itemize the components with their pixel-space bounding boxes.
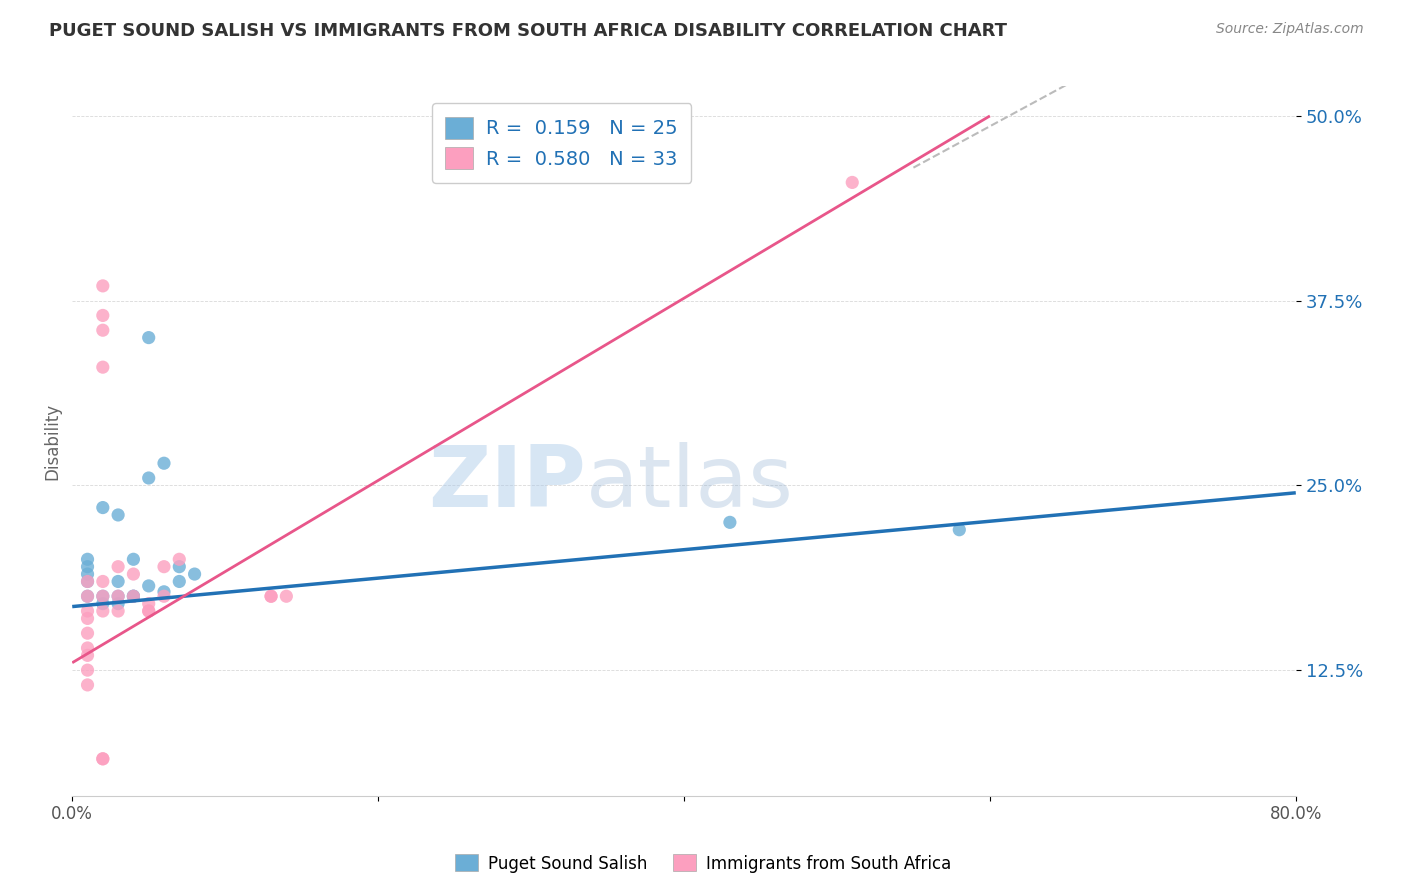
- Point: [76, 559, 98, 574]
- Point: [76, 648, 98, 663]
- Point: [153, 589, 176, 603]
- Point: [183, 567, 205, 582]
- Point: [107, 589, 129, 603]
- Point: [122, 589, 145, 603]
- Point: [76, 611, 98, 625]
- Point: [107, 559, 129, 574]
- Point: [107, 508, 129, 522]
- Point: [91, 752, 114, 766]
- Text: Source: ZipAtlas.com: Source: ZipAtlas.com: [1216, 22, 1364, 37]
- Point: [153, 584, 176, 599]
- Point: [76, 574, 98, 589]
- Point: [107, 574, 129, 589]
- Point: [76, 567, 98, 582]
- Point: [91, 360, 114, 375]
- Point: [169, 559, 191, 574]
- Point: [76, 574, 98, 589]
- Point: [122, 589, 145, 603]
- Point: [122, 589, 145, 603]
- Point: [169, 552, 191, 566]
- Point: [138, 604, 160, 618]
- Legend: R =  0.159   N = 25, R =  0.580   N = 33: R = 0.159 N = 25, R = 0.580 N = 33: [432, 103, 692, 183]
- Point: [76, 589, 98, 603]
- Point: [138, 471, 160, 485]
- Point: [76, 663, 98, 677]
- Point: [138, 604, 160, 618]
- Text: PUGET SOUND SALISH VS IMMIGRANTS FROM SOUTH AFRICA DISABILITY CORRELATION CHART: PUGET SOUND SALISH VS IMMIGRANTS FROM SO…: [49, 22, 1007, 40]
- Point: [107, 604, 129, 618]
- Point: [107, 589, 129, 603]
- Point: [260, 589, 283, 603]
- Point: [91, 278, 114, 293]
- Point: [138, 597, 160, 611]
- Point: [91, 323, 114, 337]
- Point: [122, 552, 145, 566]
- Point: [91, 309, 114, 323]
- Point: [153, 456, 176, 470]
- Point: [91, 589, 114, 603]
- Point: [948, 523, 970, 537]
- Point: [76, 589, 98, 603]
- Point: [91, 589, 114, 603]
- Point: [138, 330, 160, 344]
- Point: [153, 559, 176, 574]
- Point: [276, 589, 298, 603]
- Point: [76, 552, 98, 566]
- Point: [76, 640, 98, 655]
- Point: [91, 752, 114, 766]
- Point: [76, 604, 98, 618]
- Point: [76, 626, 98, 640]
- Point: [76, 678, 98, 692]
- Text: ZIP: ZIP: [429, 442, 586, 525]
- Legend: Puget Sound Salish, Immigrants from South Africa: Puget Sound Salish, Immigrants from Sout…: [449, 847, 957, 880]
- Point: [91, 604, 114, 618]
- Point: [91, 500, 114, 515]
- Text: atlas: atlas: [586, 442, 794, 525]
- Y-axis label: Disability: Disability: [44, 402, 60, 480]
- Point: [122, 567, 145, 582]
- Point: [107, 597, 129, 611]
- Point: [841, 176, 863, 190]
- Point: [169, 574, 191, 589]
- Point: [91, 597, 114, 611]
- Point: [260, 589, 283, 603]
- Point: [718, 516, 741, 530]
- Point: [138, 579, 160, 593]
- Point: [91, 574, 114, 589]
